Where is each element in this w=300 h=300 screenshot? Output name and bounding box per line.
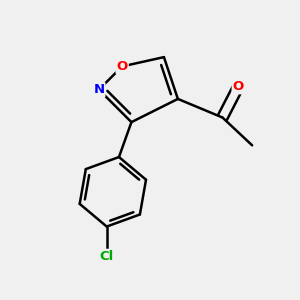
Text: N: N	[93, 83, 104, 96]
Text: Cl: Cl	[100, 250, 114, 263]
Text: O: O	[116, 60, 128, 73]
Text: O: O	[232, 80, 244, 93]
